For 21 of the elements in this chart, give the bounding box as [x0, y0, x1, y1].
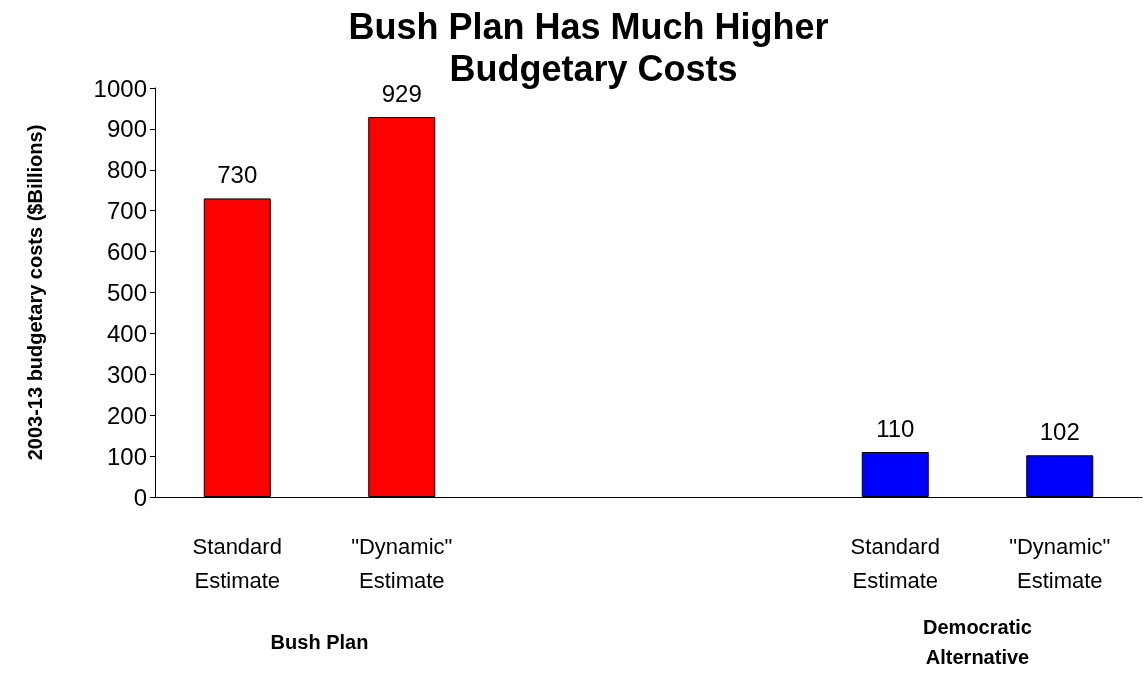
- y-tick-label: 900: [106, 115, 147, 143]
- text: Democratic Alternative: [923, 616, 1032, 668]
- text: Bush Plan: [270, 631, 369, 653]
- y-tick-label: 300: [106, 360, 147, 388]
- x-tick-label: Standard Estimate: [850, 533, 940, 593]
- y-tick-label: 600: [106, 238, 147, 266]
- y-tick-label: 500: [106, 279, 147, 306]
- x-tick-label: "Dynamic" Estimate: [1009, 533, 1111, 593]
- y-axis-title: 2003-13 budgetary costs ($Billions): [24, 124, 46, 461]
- y-tick-label: 400: [106, 319, 147, 347]
- y-tick-label: 700: [106, 197, 147, 225]
- x-tick-label: "Dynamic" Estimate: [351, 533, 453, 593]
- data-label: 110: [876, 414, 915, 442]
- x-tick-label: Standard Estimate: [192, 533, 282, 593]
- y-tick-label: 800: [106, 156, 147, 184]
- data-label: 730: [217, 160, 258, 188]
- y-tick-label: 0: [133, 483, 147, 511]
- y-tick-label: 100: [106, 442, 147, 470]
- y-tick-label: 1000: [93, 74, 147, 102]
- y-tick-label: 200: [106, 401, 147, 429]
- data-label: 102: [1039, 417, 1080, 445]
